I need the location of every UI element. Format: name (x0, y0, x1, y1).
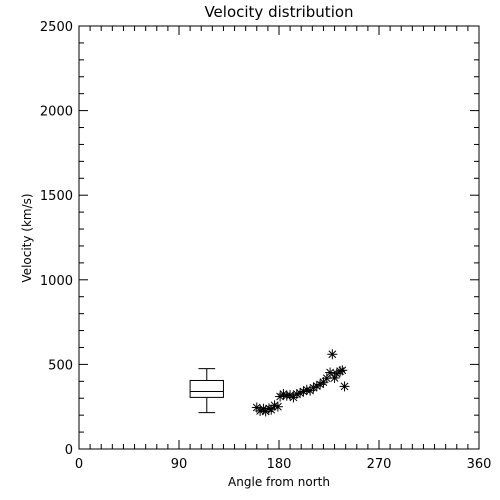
y-axis-label: Velocity (km/s) (20, 193, 34, 282)
y-tick-label: 1000 (40, 274, 73, 289)
boxplot (189, 368, 224, 414)
y-tick-label: 500 (48, 358, 73, 373)
y-tick-label: 0 (65, 443, 73, 458)
x-tick-label: 90 (171, 457, 188, 472)
data-point (266, 404, 277, 415)
data-point (339, 381, 350, 392)
y-tick-label: 2000 (40, 105, 73, 120)
data-point (327, 349, 338, 360)
x-tick-label: 360 (467, 457, 492, 472)
chart-title: Velocity distribution (204, 3, 353, 21)
boxplot-box (189, 379, 224, 398)
y-tick-label: 2500 (40, 20, 73, 35)
data-point (272, 401, 283, 412)
x-axis-label: Angle from north (228, 475, 330, 489)
data-point (325, 367, 336, 378)
axis-ticks (78, 25, 480, 450)
data-point (337, 365, 348, 376)
x-tick-label: 0 (75, 457, 83, 472)
data-points (251, 349, 350, 417)
x-tick-label: 270 (367, 457, 392, 472)
tick-labels: 0 90 180 270 360 0 500 1000 1500 2000 2500 (40, 20, 492, 472)
x-tick-label: 180 (267, 457, 292, 472)
plot-frame (78, 25, 480, 450)
y-tick-label: 1500 (40, 189, 73, 204)
